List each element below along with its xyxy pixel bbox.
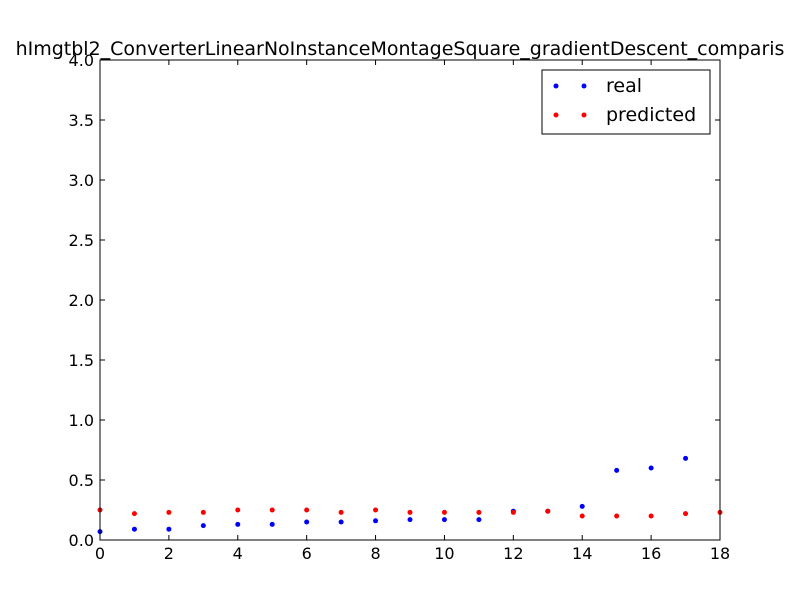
y-tick-label: 3.0 bbox=[69, 171, 94, 190]
y-tick-label: 1.5 bbox=[69, 351, 94, 370]
data-point-real bbox=[338, 519, 344, 525]
x-tick-label: 18 bbox=[710, 544, 730, 563]
legend-marker-real bbox=[553, 83, 559, 89]
data-point-real bbox=[373, 518, 379, 524]
data-point-predicted bbox=[545, 508, 551, 514]
data-point-predicted bbox=[235, 507, 241, 513]
y-tick-label: 0.5 bbox=[69, 471, 94, 490]
x-tick-label: 12 bbox=[503, 544, 523, 563]
data-point-real bbox=[407, 517, 413, 523]
data-point-predicted bbox=[614, 513, 620, 519]
data-point-real bbox=[269, 521, 275, 527]
data-point-predicted bbox=[304, 507, 310, 513]
data-point-real bbox=[441, 517, 447, 523]
data-point-real bbox=[304, 519, 310, 525]
data-point-predicted bbox=[441, 509, 447, 515]
plot-area-background bbox=[100, 60, 720, 540]
legend-marker-predicted bbox=[581, 112, 587, 118]
y-tick-label: 2.0 bbox=[69, 291, 94, 310]
data-point-predicted bbox=[338, 509, 344, 515]
data-point-real bbox=[683, 455, 689, 461]
data-point-predicted bbox=[476, 509, 482, 515]
data-point-real bbox=[200, 523, 206, 529]
legend-label-predicted: predicted bbox=[606, 104, 696, 126]
data-point-real bbox=[579, 503, 585, 509]
data-point-predicted bbox=[683, 511, 689, 517]
data-point-predicted bbox=[373, 507, 379, 513]
chart-title: hImgtbl2_ConverterLinearNoInstanceMontag… bbox=[16, 38, 785, 60]
plot-frame bbox=[99, 59, 721, 541]
y-axis: 0.0 0.5 1.0 1.5 2.0 2.5 3.0 3.5 4.0 bbox=[69, 51, 720, 550]
data-point-predicted bbox=[579, 513, 585, 519]
data-point-predicted bbox=[407, 509, 413, 515]
y-tick-label: 3.5 bbox=[69, 111, 94, 130]
x-tick-label: 16 bbox=[641, 544, 661, 563]
legend-box bbox=[541, 69, 711, 135]
data-point-predicted bbox=[269, 507, 275, 513]
data-point-predicted bbox=[131, 511, 137, 517]
y-tick-label: 0.0 bbox=[69, 531, 94, 550]
data-point-predicted bbox=[166, 509, 172, 515]
data-point-predicted bbox=[200, 509, 206, 515]
x-tick-label: 10 bbox=[434, 544, 454, 563]
x-tick-label: 2 bbox=[164, 544, 174, 563]
legend-label-real: real bbox=[606, 75, 642, 97]
x-axis: 0 2 4 6 8 10 12 14 16 18 bbox=[95, 60, 730, 563]
y-tick-label: 2.5 bbox=[69, 231, 94, 250]
data-point-real bbox=[614, 467, 620, 473]
legend: real predicted bbox=[541, 69, 711, 135]
x-tick-label: 8 bbox=[370, 544, 380, 563]
data-point-real bbox=[131, 526, 137, 532]
y-tick-label: 4.0 bbox=[69, 51, 94, 70]
data-points bbox=[97, 455, 723, 535]
x-tick-label: 6 bbox=[302, 544, 312, 563]
data-point-predicted bbox=[510, 509, 516, 515]
legend-marker-predicted bbox=[553, 112, 559, 118]
data-point-real bbox=[476, 517, 482, 523]
x-tick-label: 4 bbox=[233, 544, 243, 563]
legend-marker-real bbox=[581, 83, 587, 89]
x-tick-label: 0 bbox=[95, 544, 105, 563]
data-point-real bbox=[166, 526, 172, 532]
x-tick-label: 14 bbox=[572, 544, 592, 563]
data-point-predicted bbox=[648, 513, 654, 519]
y-tick-label: 1.0 bbox=[69, 411, 94, 430]
data-point-real bbox=[235, 521, 241, 527]
data-point-real bbox=[648, 465, 654, 471]
